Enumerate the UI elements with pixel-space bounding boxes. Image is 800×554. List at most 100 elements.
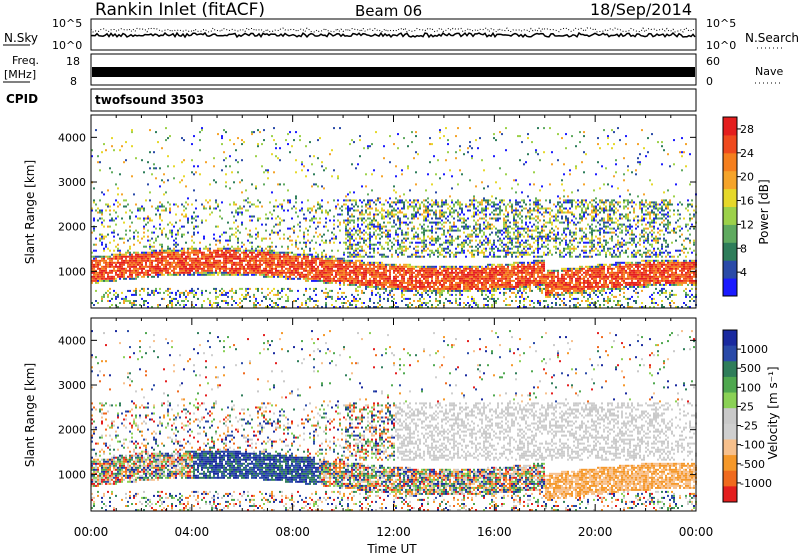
heatmap-cell — [181, 267, 183, 270]
heatmap-cell — [153, 241, 155, 244]
heatmap-cell — [491, 297, 493, 300]
heatmap-cell — [447, 215, 449, 218]
heatmap-cell — [185, 267, 187, 270]
heatmap-cell — [241, 211, 243, 214]
heatmap-cell — [357, 225, 359, 228]
heatmap-cell — [323, 275, 325, 278]
heatmap-cell — [455, 267, 457, 270]
heatmap-cell — [423, 203, 425, 206]
heatmap-cell — [471, 271, 473, 274]
heatmap-cell — [103, 277, 105, 280]
heatmap-cell — [461, 277, 463, 280]
heatmap-cell — [345, 275, 347, 278]
heatmap-cell — [473, 205, 475, 208]
heatmap-cell — [297, 306, 299, 308]
heatmap-cell — [95, 271, 97, 274]
heatmap-cell — [267, 261, 269, 264]
heatmap-cell — [421, 267, 423, 270]
heatmap-cell — [405, 239, 407, 242]
heatmap-cell — [373, 231, 375, 234]
heatmap-cell — [347, 245, 349, 248]
heatmap-cell — [287, 143, 289, 146]
heatmap-cell — [463, 243, 465, 246]
heatmap-cell — [417, 245, 419, 248]
heatmap-cell — [461, 249, 463, 252]
heatmap-cell — [409, 205, 411, 208]
heatmap-cell — [247, 255, 249, 258]
heatmap-cell — [461, 271, 463, 274]
heatmap-cell — [429, 229, 431, 232]
heatmap-cell — [99, 211, 101, 214]
heatmap-cell — [429, 161, 431, 164]
heatmap-cell — [127, 300, 129, 302]
heatmap-cell — [463, 213, 465, 216]
heatmap-cell — [117, 215, 119, 218]
heatmap-cell — [153, 293, 155, 296]
heatmap-cell — [473, 199, 475, 202]
heatmap-cell — [319, 233, 321, 236]
heatmap-cell — [275, 257, 277, 260]
heatmap-cell — [503, 300, 505, 302]
heatmap-cell — [355, 306, 357, 308]
heatmap-cell — [261, 237, 263, 240]
heatmap-cell — [341, 302, 343, 304]
heatmap-cell — [397, 243, 399, 246]
heatmap-cell — [371, 199, 373, 202]
heatmap-cell — [305, 261, 307, 264]
heatmap-cell — [157, 209, 159, 212]
heatmap-cell — [183, 269, 185, 272]
heatmap-cell — [179, 259, 181, 262]
heatmap-cell — [379, 263, 381, 266]
heatmap-cell — [475, 285, 477, 288]
heatmap-cell — [295, 171, 297, 174]
heatmap-cell — [155, 207, 157, 210]
heatmap-cell — [413, 300, 415, 302]
heatmap-cell — [381, 227, 383, 230]
heatmap-cell — [95, 259, 97, 262]
heatmap-cell — [433, 265, 435, 268]
heatmap-cell — [305, 289, 307, 292]
heatmap-cell — [337, 225, 339, 228]
heatmap-cell — [173, 203, 175, 206]
heatmap-cell — [185, 255, 187, 258]
heatmap-cell — [181, 291, 183, 294]
heatmap-cell — [501, 245, 503, 248]
heatmap-cell — [181, 247, 183, 250]
heatmap-cell — [307, 169, 309, 172]
heatmap-cell — [363, 229, 365, 232]
heatmap-cell — [431, 203, 433, 206]
heatmap-cell — [327, 213, 329, 216]
heatmap-cell — [209, 205, 211, 208]
heatmap-cell — [467, 289, 469, 292]
heatmap-cell — [261, 255, 263, 258]
heatmap-cell — [115, 265, 117, 268]
heatmap-cell — [213, 237, 215, 240]
heatmap-cell — [499, 287, 501, 290]
heatmap-cell — [393, 209, 395, 212]
heatmap-cell — [181, 137, 183, 140]
heatmap-cell — [451, 281, 453, 284]
heatmap-cell — [301, 267, 303, 270]
heatmap-cell — [343, 241, 345, 244]
heatmap-cell — [443, 285, 445, 288]
heatmap-cell — [291, 227, 293, 230]
heatmap-cell — [459, 275, 461, 278]
heatmap-cell — [353, 249, 355, 252]
heatmap-cell — [209, 269, 211, 272]
heatmap-cell — [383, 271, 385, 274]
heatmap-cell — [163, 181, 165, 184]
heatmap-cell — [187, 257, 189, 260]
heatmap-cell — [201, 251, 203, 254]
heatmap-cell — [329, 279, 331, 282]
heatmap-cell — [379, 201, 381, 204]
heatmap-cell — [485, 199, 487, 202]
heatmap-cell — [369, 300, 371, 302]
heatmap-cell — [239, 249, 241, 252]
heatmap-cell — [383, 267, 385, 270]
heatmap-cell — [311, 239, 313, 242]
heatmap-cell — [157, 304, 159, 306]
heatmap-cell — [251, 235, 253, 238]
heatmap-cell — [297, 255, 299, 258]
heatmap-cell — [405, 199, 407, 202]
heatmap-cell — [209, 255, 211, 258]
